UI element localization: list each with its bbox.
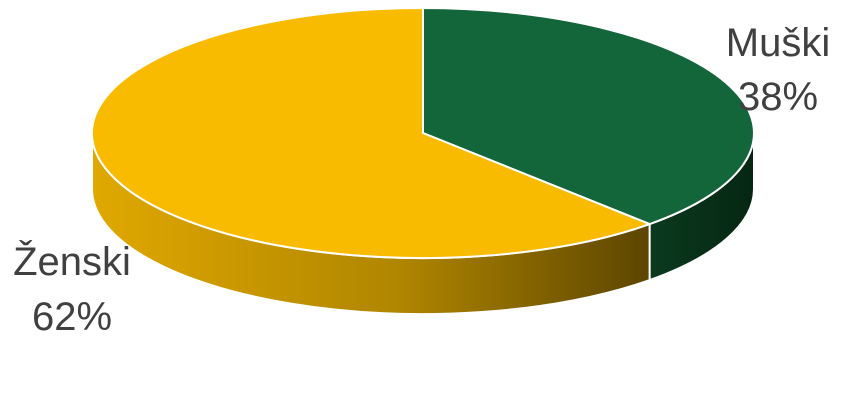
- slice-label-value-0: 38%: [738, 75, 818, 119]
- pie-slice-0: [422, 7, 755, 226]
- pie-slice-1: [90, 7, 651, 259]
- slice-label-value-1: 62%: [32, 295, 112, 339]
- pie-tops: [90, 7, 755, 259]
- slice-label-name-1: Ženski: [13, 239, 131, 284]
- slice-label-name-0: Muški: [726, 21, 830, 65]
